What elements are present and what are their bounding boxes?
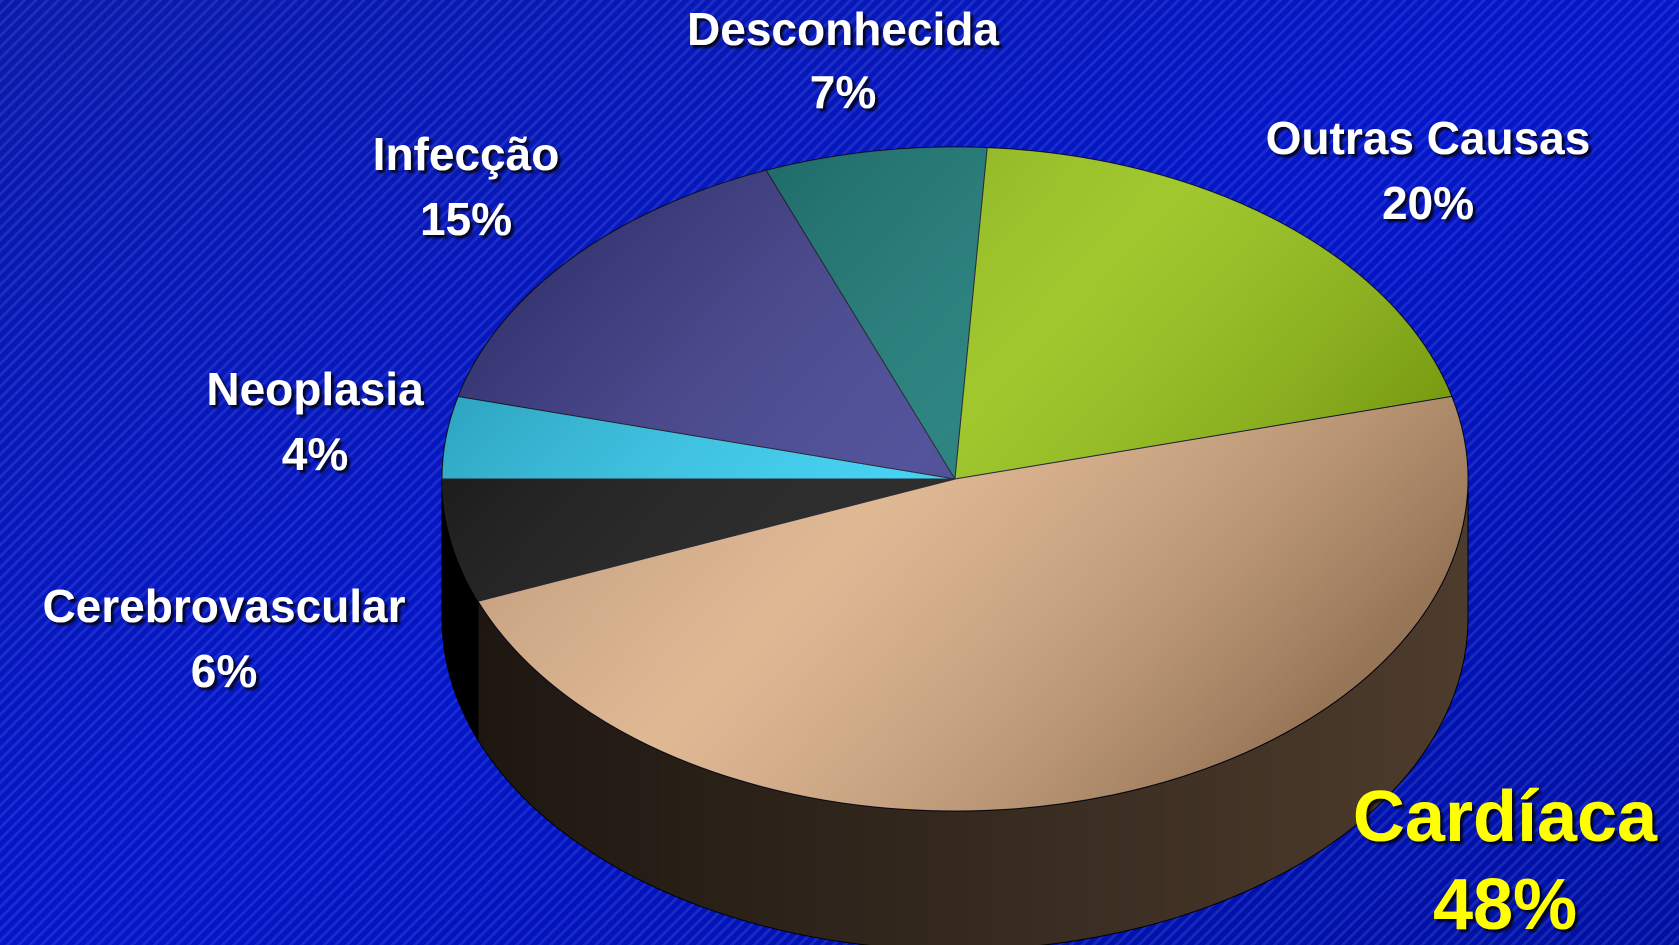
slice-value-label: 20% [1382, 177, 1474, 229]
slice-label: Infecção [373, 128, 560, 180]
slice-label: Outras Causas [1266, 112, 1591, 164]
slice-label: Neoplasia [206, 363, 424, 415]
slice-value-label: 6% [191, 645, 257, 697]
slice-label: Desconhecida [687, 3, 999, 55]
slice-label: Cerebrovascular [42, 580, 405, 632]
slice-value-label: 15% [420, 193, 512, 245]
labels: Neoplasia 4% Infecção 15% Desconhecida 7% Outr… [42, 3, 1658, 945]
slice-value-label: 48% [1433, 865, 1577, 945]
slice-label: Cardíaca [1353, 777, 1658, 857]
pie [441, 146, 1469, 945]
slice-value-label: 7% [810, 66, 876, 118]
slice-value-label: 4% [282, 428, 348, 480]
